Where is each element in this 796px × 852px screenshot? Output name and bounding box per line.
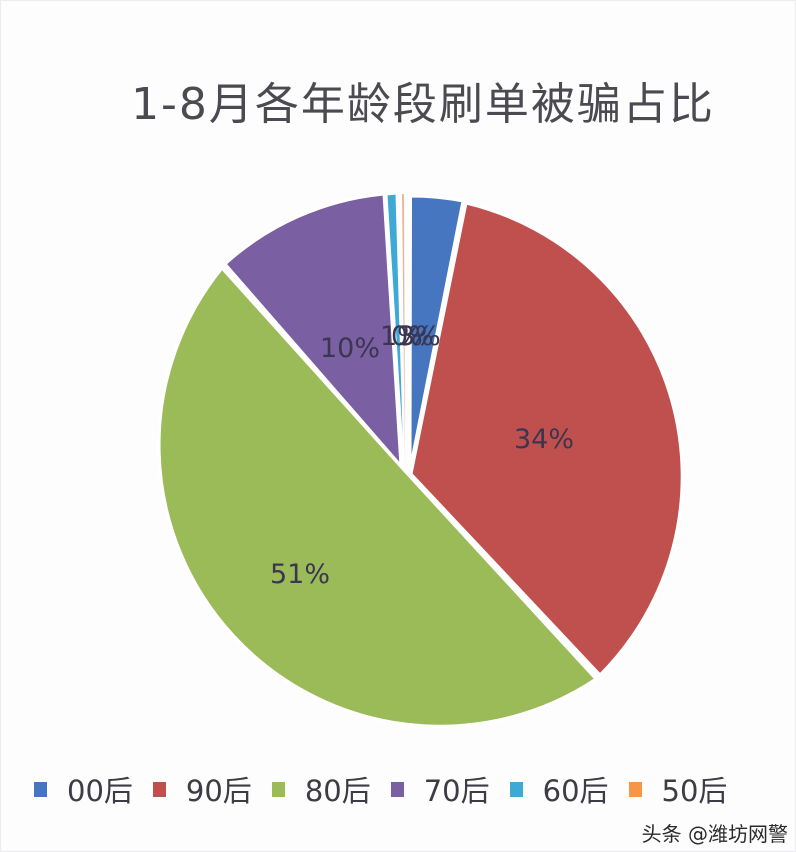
- legend-label: 90后: [185, 774, 252, 808]
- label-70: 10%: [320, 333, 380, 364]
- legend-item-90[interactable]: 90后: [152, 768, 252, 810]
- legend-swatch-icon: [509, 781, 523, 797]
- legend-label: 00后: [67, 774, 133, 808]
- slice-00[interactable]: [408, 194, 465, 471]
- label-80: 51%: [270, 559, 330, 590]
- slice-50[interactable]: [402, 193, 405, 466]
- slice-80[interactable]: [157, 265, 599, 728]
- slice-90[interactable]: [409, 201, 684, 678]
- legend-swatch-icon: [271, 781, 285, 797]
- legend-swatch-icon: [152, 781, 166, 797]
- label-50: 0%: [391, 321, 434, 352]
- label-60: 1%: [380, 321, 423, 352]
- legend-label: 70后: [423, 774, 490, 808]
- legend-label: 60后: [542, 774, 609, 808]
- legend-swatch-icon: [34, 781, 47, 797]
- legend-label: 50后: [661, 774, 728, 808]
- legend-item-00[interactable]: 00后: [34, 768, 133, 810]
- legend-item-60[interactable]: 60后: [509, 768, 609, 810]
- legend-swatch-icon: [628, 781, 642, 797]
- slice-70[interactable]: [222, 192, 403, 471]
- legend-item-80[interactable]: 80后: [271, 768, 371, 810]
- label-00: 3%: [398, 321, 441, 352]
- legend-item-70[interactable]: 70后: [390, 768, 490, 810]
- legend-swatch-icon: [390, 781, 404, 797]
- label-90: 34%: [514, 424, 574, 455]
- slice-60[interactable]: [386, 193, 405, 467]
- legend-label: 80后: [304, 774, 371, 808]
- watermark: 头条 @潍坊网警: [641, 822, 788, 846]
- chart-title: 1-8月各年龄段刷单被骗占比: [131, 79, 715, 130]
- chart-legend: 00后 90后 80后 70后 60后 50后: [34, 768, 747, 810]
- legend-item-50[interactable]: 50后: [628, 768, 728, 810]
